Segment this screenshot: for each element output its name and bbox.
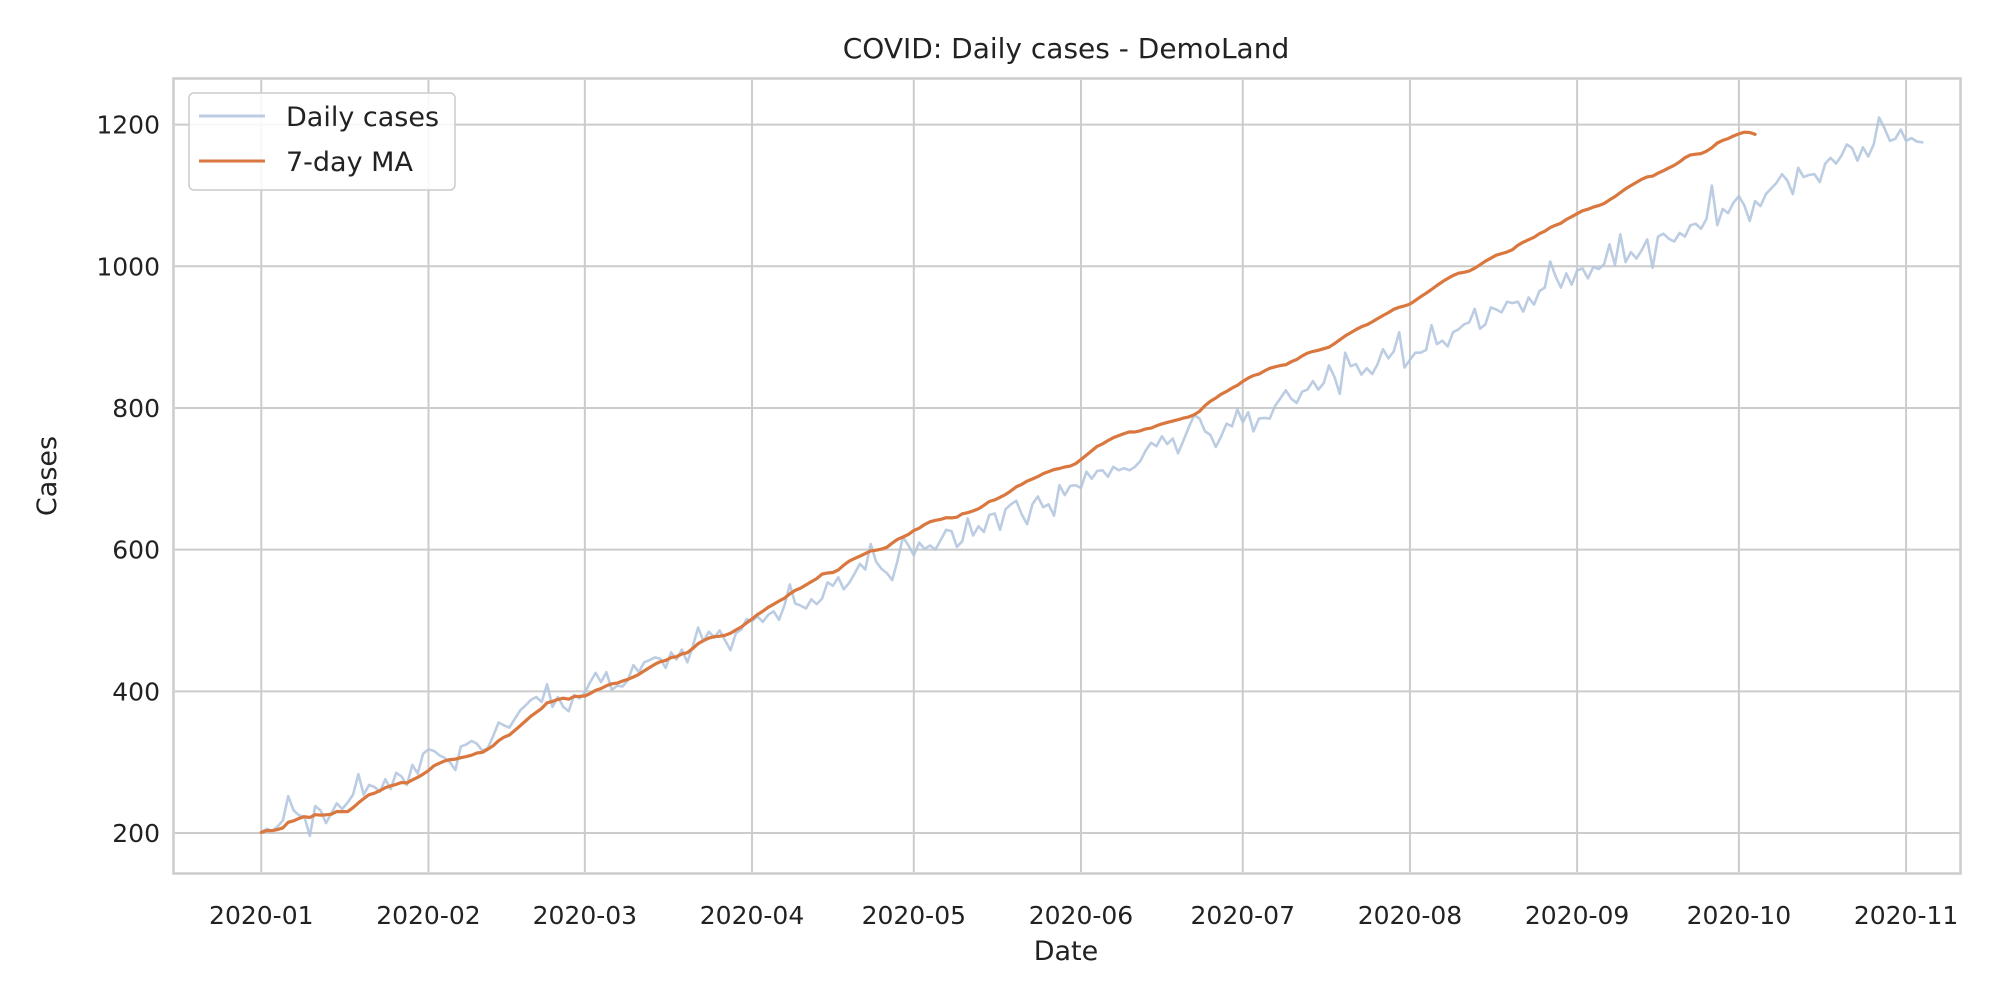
legend-label-7-day-ma: 7-day MA bbox=[286, 147, 413, 178]
x-axis-label: Date bbox=[1034, 936, 1099, 967]
legend-label-daily-cases: Daily cases bbox=[286, 102, 439, 133]
y-tick-label-1200: 1200 bbox=[96, 111, 160, 140]
x-tick-label-2020-11: 2020-11 bbox=[1854, 901, 1958, 930]
x-tick-label-2020-07: 2020-07 bbox=[1191, 901, 1295, 930]
series-layer bbox=[259, 116, 1924, 838]
y-axis-label: Cases bbox=[32, 436, 63, 516]
tick-label-layer: 200 400 600 800 1000 1200 2020-01 2020-02 2020-0… bbox=[96, 111, 1958, 930]
x-tick-label-2020-01: 2020-01 bbox=[209, 901, 313, 930]
y-tick-label-400: 400 bbox=[112, 677, 160, 706]
x-tick-label-2020-05: 2020-05 bbox=[862, 901, 966, 930]
y-tick-label-800: 800 bbox=[112, 394, 160, 423]
grid-layer bbox=[175, 80, 1960, 872]
x-tick-label-2020-04: 2020-04 bbox=[700, 901, 804, 930]
plot-frame bbox=[172, 77, 1962, 875]
x-tick-label-2020-06: 2020-06 bbox=[1029, 901, 1133, 930]
x-tick-label-2020-08: 2020-08 bbox=[1358, 901, 1462, 930]
legend: Daily cases 7-day MA bbox=[188, 92, 456, 191]
chart-title: COVID: Daily cases - DemoLand bbox=[843, 32, 1289, 65]
x-tick-label-2020-03: 2020-03 bbox=[533, 901, 637, 930]
series-line-7-day-ma bbox=[259, 130, 1757, 834]
y-tick-label-1000: 1000 bbox=[96, 252, 160, 281]
x-tick-label-2020-09: 2020-09 bbox=[1525, 901, 1629, 930]
y-tick-label-600: 600 bbox=[112, 536, 160, 565]
x-tick-label-2020-10: 2020-10 bbox=[1687, 901, 1791, 930]
series-line-daily-cases bbox=[259, 116, 1924, 838]
x-tick-label-2020-02: 2020-02 bbox=[376, 901, 480, 930]
y-tick-label-200: 200 bbox=[112, 819, 160, 848]
